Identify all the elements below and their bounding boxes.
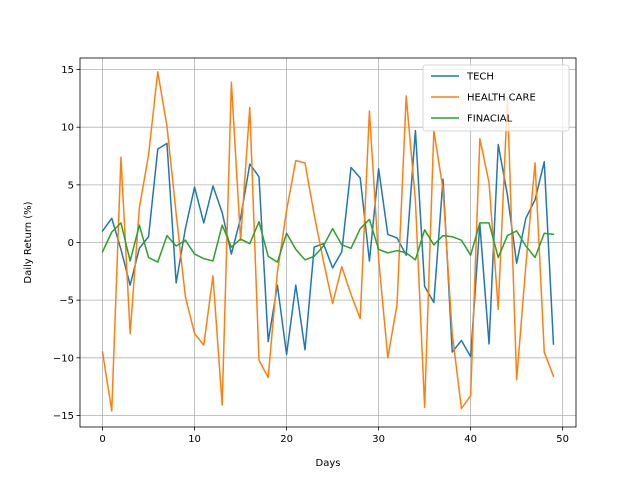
x-tick-label: 40 xyxy=(464,434,477,445)
legend: TECH HEALTH CARE FINACIAL xyxy=(422,64,570,132)
x-tick-label: 0 xyxy=(99,434,105,445)
legend-label: FINACIAL xyxy=(467,114,513,125)
x-axis-label: Days xyxy=(316,458,341,469)
y-tick-label: 15 xyxy=(61,65,74,76)
legend-label: HEALTH CARE xyxy=(467,93,536,104)
x-axis-ticks: 0 10 20 30 40 50 xyxy=(99,427,569,445)
x-tick-label: 20 xyxy=(280,434,293,445)
y-tick-label: −5 xyxy=(59,296,74,307)
y-axis-label: Daily Return (%) xyxy=(23,201,34,283)
x-tick-label: 10 xyxy=(188,434,201,445)
y-tick-label: 5 xyxy=(68,180,74,191)
series-line-1 xyxy=(101,71,555,412)
y-tick-label: 0 xyxy=(68,238,74,249)
series-lines xyxy=(101,71,555,412)
legend-box xyxy=(422,64,570,132)
x-tick-label: 50 xyxy=(556,434,569,445)
y-tick-label: −10 xyxy=(53,353,74,364)
y-tick-label: −15 xyxy=(53,411,74,422)
y-axis-ticks: −15 −10 −5 0 5 10 15 xyxy=(53,65,80,422)
series-line-0 xyxy=(101,129,555,358)
series-line-2 xyxy=(101,218,555,263)
x-tick-label: 30 xyxy=(372,434,385,445)
legend-label: TECH xyxy=(466,72,494,83)
y-tick-label: 10 xyxy=(61,123,74,134)
